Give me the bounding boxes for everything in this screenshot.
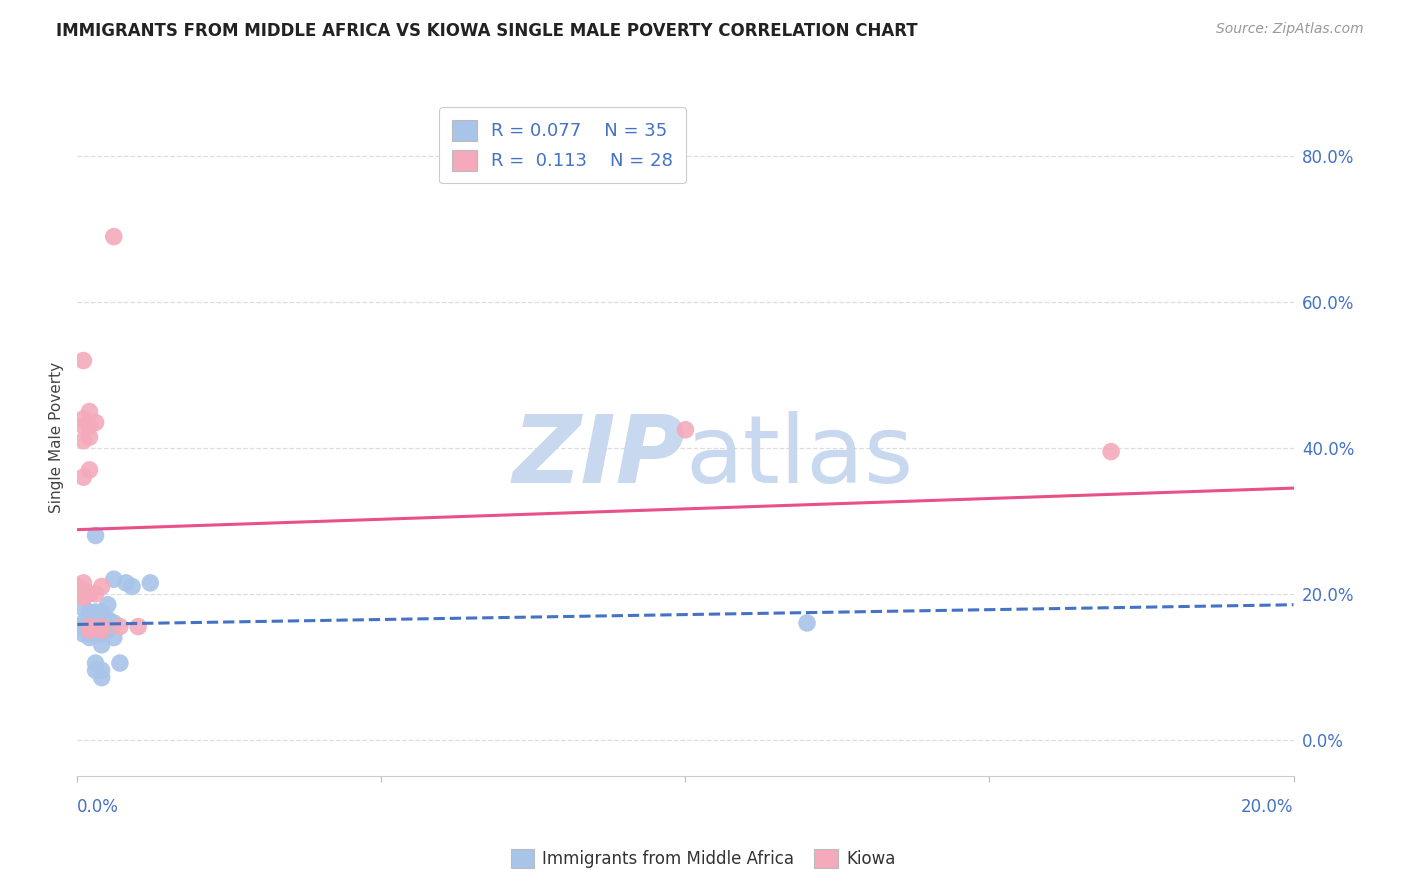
Point (84, 619, 107, 633)
Point (121, 580, 143, 594)
Point (108, 656, 131, 670)
Point (103, 631, 125, 645)
Point (66, 587, 89, 601)
Point (84, 587, 107, 601)
Point (72, 587, 94, 601)
Text: 0.0%: 0.0% (77, 798, 120, 816)
Point (79, 430, 101, 444)
Point (72, 601, 94, 615)
Point (72, 587, 94, 601)
Point (72, 583, 94, 598)
Point (90, 615, 112, 630)
Point (97, 612, 120, 626)
Point (79, 619, 101, 633)
Point (79, 624, 101, 638)
Point (90, 605, 112, 619)
Point (139, 575, 162, 590)
Point (72, 434, 94, 448)
Point (66, 580, 89, 594)
Point (79, 624, 101, 638)
Text: atlas: atlas (686, 411, 914, 503)
Point (90, 627, 112, 641)
Point (127, 619, 149, 633)
Point (90, 624, 112, 638)
Legend: R = 0.077    N = 35, R =  0.113    N = 28: R = 0.077 N = 35, R = 0.113 N = 28 (439, 107, 686, 183)
Point (84, 627, 107, 641)
Point (103, 229, 125, 244)
Point (103, 615, 125, 630)
Point (84, 416, 107, 430)
Text: Source: ZipAtlas.com: Source: ZipAtlas.com (1216, 22, 1364, 37)
Point (97, 598, 120, 612)
Point (90, 671, 112, 685)
Point (72, 575, 94, 590)
Point (72, 615, 94, 630)
Point (675, 423, 697, 437)
Point (1099, 444, 1122, 458)
Point (72, 412, 94, 426)
Point (97, 624, 120, 638)
Y-axis label: Single Male Poverty: Single Male Poverty (49, 361, 65, 513)
Text: 20.0%: 20.0% (1241, 798, 1294, 816)
Point (72, 353, 94, 368)
Point (72, 419, 94, 434)
Point (90, 580, 112, 594)
Point (90, 638, 112, 652)
Point (84, 605, 107, 619)
Point (90, 619, 112, 633)
Point (79, 631, 101, 645)
Point (79, 619, 101, 633)
Point (79, 463, 101, 477)
Point (79, 404, 101, 418)
Text: IMMIGRANTS FROM MIDDLE AFRICA VS KIOWA SINGLE MALE POVERTY CORRELATION CHART: IMMIGRANTS FROM MIDDLE AFRICA VS KIOWA S… (56, 22, 918, 40)
Point (84, 528, 107, 542)
Point (79, 627, 101, 641)
Text: ZIP: ZIP (513, 411, 686, 503)
Point (72, 619, 94, 633)
Point (66, 619, 89, 633)
Point (90, 664, 112, 678)
Point (103, 572, 125, 586)
Point (79, 605, 101, 619)
Point (79, 419, 101, 434)
Point (115, 575, 138, 590)
Point (84, 656, 107, 670)
Point (79, 612, 101, 626)
Legend: Immigrants from Middle Africa, Kiowa: Immigrants from Middle Africa, Kiowa (503, 842, 903, 875)
Point (79, 587, 101, 601)
Point (72, 627, 94, 641)
Point (796, 615, 818, 630)
Point (108, 619, 131, 633)
Point (72, 470, 94, 484)
Point (72, 591, 94, 605)
Point (84, 664, 107, 678)
